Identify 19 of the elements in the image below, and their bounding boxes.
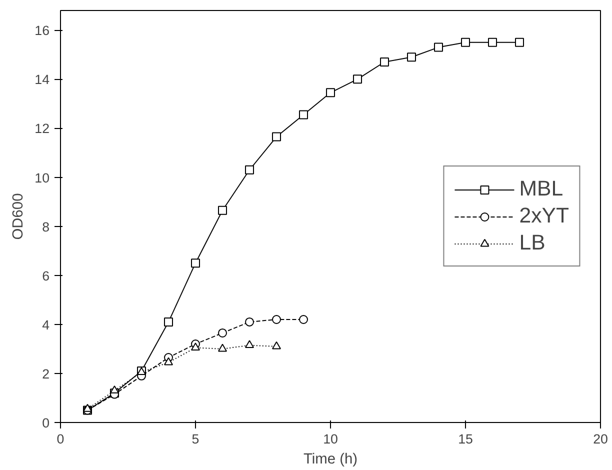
y-tick-label: 6	[42, 268, 50, 284]
y-tick-label: 14	[34, 72, 50, 88]
y-tick-label: 16	[34, 23, 50, 38]
y-tick-label: 10	[34, 170, 50, 186]
x-tick-label: 0	[56, 432, 64, 446]
y-tick-label: 0	[42, 416, 50, 430]
y-tick-label: 8	[42, 219, 50, 234]
y-axis-title: OD600	[10, 193, 27, 240]
x-tick-label: 20	[593, 432, 608, 446]
legend-label: 2xYT	[519, 204, 569, 228]
x-tick-label: 5	[192, 432, 200, 446]
y-tick-label: 2	[42, 366, 50, 382]
x-tick-label: 15	[458, 432, 473, 446]
y-tick-label: 4	[42, 317, 50, 332]
x-axis-title: Time (h)	[303, 452, 358, 468]
x-tick-label: 10	[323, 432, 338, 446]
legend-label: LB	[519, 230, 546, 256]
legend-label: MBL	[519, 176, 564, 202]
y-tick-label: 12	[34, 121, 50, 136]
